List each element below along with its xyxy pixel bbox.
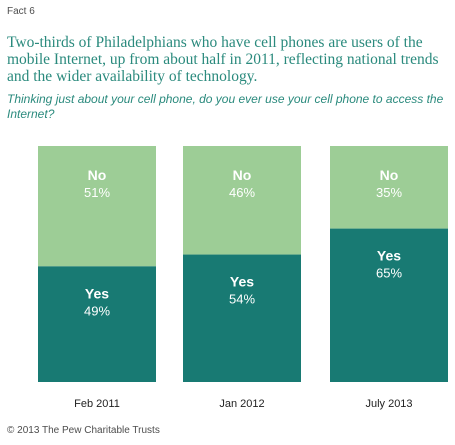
survey-question: Thinking just about your cell phone, do … xyxy=(7,92,444,121)
bar-no-2 xyxy=(183,146,301,255)
bar-yes-3 xyxy=(330,228,448,382)
data-label-no-1: 51% xyxy=(84,185,110,200)
data-label-no-2: 46% xyxy=(229,185,255,200)
category-label-3: July 2013 xyxy=(365,398,412,410)
data-label-no-3: 35% xyxy=(376,185,402,200)
bar-yes-2 xyxy=(183,254,301,382)
data-label-yes-2: 54% xyxy=(229,292,255,307)
series-label-no-1: No xyxy=(88,167,107,183)
bar-no-1 xyxy=(38,146,156,267)
bar-yes-1 xyxy=(38,266,156,382)
series-label-no-2: No xyxy=(233,167,252,183)
series-label-no-3: No xyxy=(380,167,399,183)
category-label-2: Jan 2012 xyxy=(219,398,264,410)
data-label-yes-3: 65% xyxy=(376,266,402,281)
series-label-yes-2: Yes xyxy=(230,274,254,290)
data-label-yes-1: 49% xyxy=(84,303,110,318)
series-label-yes-1: Yes xyxy=(85,285,109,301)
category-label-1: Feb 2011 xyxy=(74,398,120,410)
chart-headline: Two-thirds of Philadelphians who have ce… xyxy=(7,34,439,85)
bar-no-3 xyxy=(330,146,448,229)
series-label-yes-3: Yes xyxy=(377,248,401,264)
fact-label: Fact 6 xyxy=(7,6,35,17)
copyright-footer: © 2013 The Pew Charitable Trusts xyxy=(7,425,160,436)
